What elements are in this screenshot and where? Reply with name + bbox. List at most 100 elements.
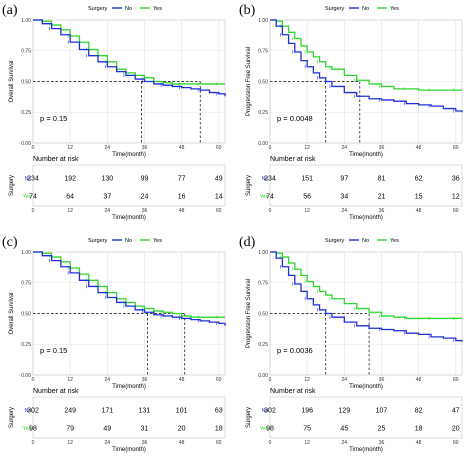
x-tick-label: 36 [142, 145, 148, 151]
risk-count: 192 [64, 176, 76, 183]
y-tick-label: 1.00 [258, 18, 268, 24]
x-tick-label: 24 [342, 377, 348, 383]
survival-curve-no [270, 251, 463, 342]
y-tick-label: 0.00 [258, 373, 268, 379]
legend-title: Surgery [88, 238, 108, 244]
y-tick-label: 0.00 [21, 373, 31, 379]
risk-count: 64 [66, 194, 74, 201]
y-tick-label: 1.00 [21, 18, 31, 24]
y-tick-label: 0.25 [258, 110, 268, 116]
x-tick-label: 24 [342, 145, 348, 151]
risk-count: 49 [103, 426, 111, 433]
km-panel: (b) Surgery No Yes 0.00 0.25 0.50 0.75 1.00 0 12 24… [239, 3, 463, 221]
risk-count: 99 [141, 176, 149, 183]
risk-x-tick-label: 12 [67, 440, 73, 446]
y-tick-label: 0.25 [258, 342, 268, 348]
risk-count: 75 [303, 426, 311, 433]
risk-count: 24 [141, 194, 149, 201]
risk-count: 151 [301, 176, 313, 183]
risk-count: 62 [415, 176, 423, 183]
y-axis-title: Overall Survival [9, 292, 15, 334]
x-tick-label: 36 [142, 377, 148, 383]
x-axis-title: Time(month) [349, 384, 383, 390]
risk-count: 37 [103, 194, 111, 201]
risk-count: 129 [338, 408, 350, 415]
legend-label-yes: Yes [390, 6, 399, 12]
risk-x-tick-label: 24 [342, 208, 348, 214]
panel-label: (c) [2, 235, 18, 250]
y-tick-label: 1.00 [21, 250, 31, 256]
risk-count: 130 [101, 176, 113, 183]
risk-count: 14 [215, 194, 223, 201]
x-tick-label: 60 [216, 145, 222, 151]
x-tick-label: 48 [179, 145, 185, 151]
risk-x-tick-label: 12 [67, 208, 73, 214]
risk-x-tick-label: 60 [453, 440, 459, 446]
risk-x-tick-label: 0 [32, 208, 35, 214]
legend-label-no: No [362, 238, 369, 244]
risk-count: 18 [415, 426, 423, 433]
risk-count: 302 [264, 408, 276, 415]
risk-table-frame [32, 164, 226, 207]
risk-row-label-no: No [262, 176, 269, 182]
y-tick-label: 0.75 [258, 281, 268, 287]
p-value: p = 0.15 [40, 114, 67, 123]
risk-x-tick-label: 24 [342, 440, 348, 446]
survival-curve-yes [270, 19, 462, 91]
y-tick-label: 0.00 [21, 141, 31, 147]
legend-label-no: No [362, 6, 369, 12]
risk-x-tick-label: 36 [142, 440, 148, 446]
risk-count: 18 [215, 426, 223, 433]
risk-count: 63 [215, 408, 223, 415]
legend-label-yes: Yes [390, 238, 399, 244]
legend-label-yes: Yes [153, 6, 162, 12]
risk-count: 20 [178, 426, 186, 433]
risk-x-tick-label: 0 [32, 440, 35, 446]
x-tick-label: 60 [453, 377, 459, 383]
risk-count: 79 [66, 426, 74, 433]
risk-row-label-yes: Yes [23, 426, 32, 432]
risk-count: 56 [303, 194, 311, 201]
risk-x-tick-label: 60 [453, 208, 459, 214]
risk-x-tick-label: 36 [379, 440, 385, 446]
x-axis-title: Time(month) [112, 384, 146, 390]
risk-x-tick-label: 60 [216, 440, 222, 446]
risk-x-tick-label: 0 [269, 440, 272, 446]
risk-count: 234 [264, 176, 276, 183]
risk-table-title: Number at risk [270, 156, 316, 163]
x-tick-label: 36 [379, 377, 385, 383]
x-tick-label: 0 [269, 145, 272, 151]
risk-row-label-no: No [262, 408, 269, 414]
legend-title: Surgery [88, 6, 108, 12]
risk-count: 49 [215, 176, 223, 183]
survival-curve-no [33, 251, 226, 326]
risk-x-axis-title: Time(month) [349, 447, 383, 453]
risk-count: 21 [378, 194, 386, 201]
survival-curve-yes [33, 19, 225, 85]
y-tick-label: 0.75 [21, 49, 31, 55]
risk-count: 74 [266, 194, 274, 201]
x-axis-title: Time(month) [112, 152, 146, 158]
y-tick-label: 0.50 [21, 79, 31, 85]
risk-count: 98 [29, 426, 37, 433]
risk-x-tick-label: 24 [105, 440, 111, 446]
risk-count: 74 [29, 194, 37, 201]
risk-table-frame [32, 396, 226, 439]
km-panel: (a) Surgery No Yes 0.00 0.25 0.50 0.75 1.00 0 12 24… [2, 3, 226, 221]
risk-table-title: Number at risk [33, 388, 79, 395]
risk-count: 34 [340, 194, 348, 201]
risk-table-frame [269, 164, 463, 207]
risk-x-axis-title: Time(month) [112, 215, 146, 221]
risk-x-tick-label: 12 [304, 440, 310, 446]
x-tick-label: 60 [453, 145, 459, 151]
x-axis-title: Time(month) [349, 152, 383, 158]
risk-count: 196 [301, 408, 313, 415]
y-tick-label: 0.00 [258, 141, 268, 147]
legend-title: Surgery [325, 238, 345, 244]
x-tick-label: 48 [416, 377, 422, 383]
risk-count: 25 [378, 426, 386, 433]
p-value: p = 0.0048 [277, 114, 313, 123]
y-tick-label: 1.00 [258, 250, 268, 256]
risk-x-tick-label: 12 [304, 208, 310, 214]
risk-count: 12 [452, 194, 460, 201]
